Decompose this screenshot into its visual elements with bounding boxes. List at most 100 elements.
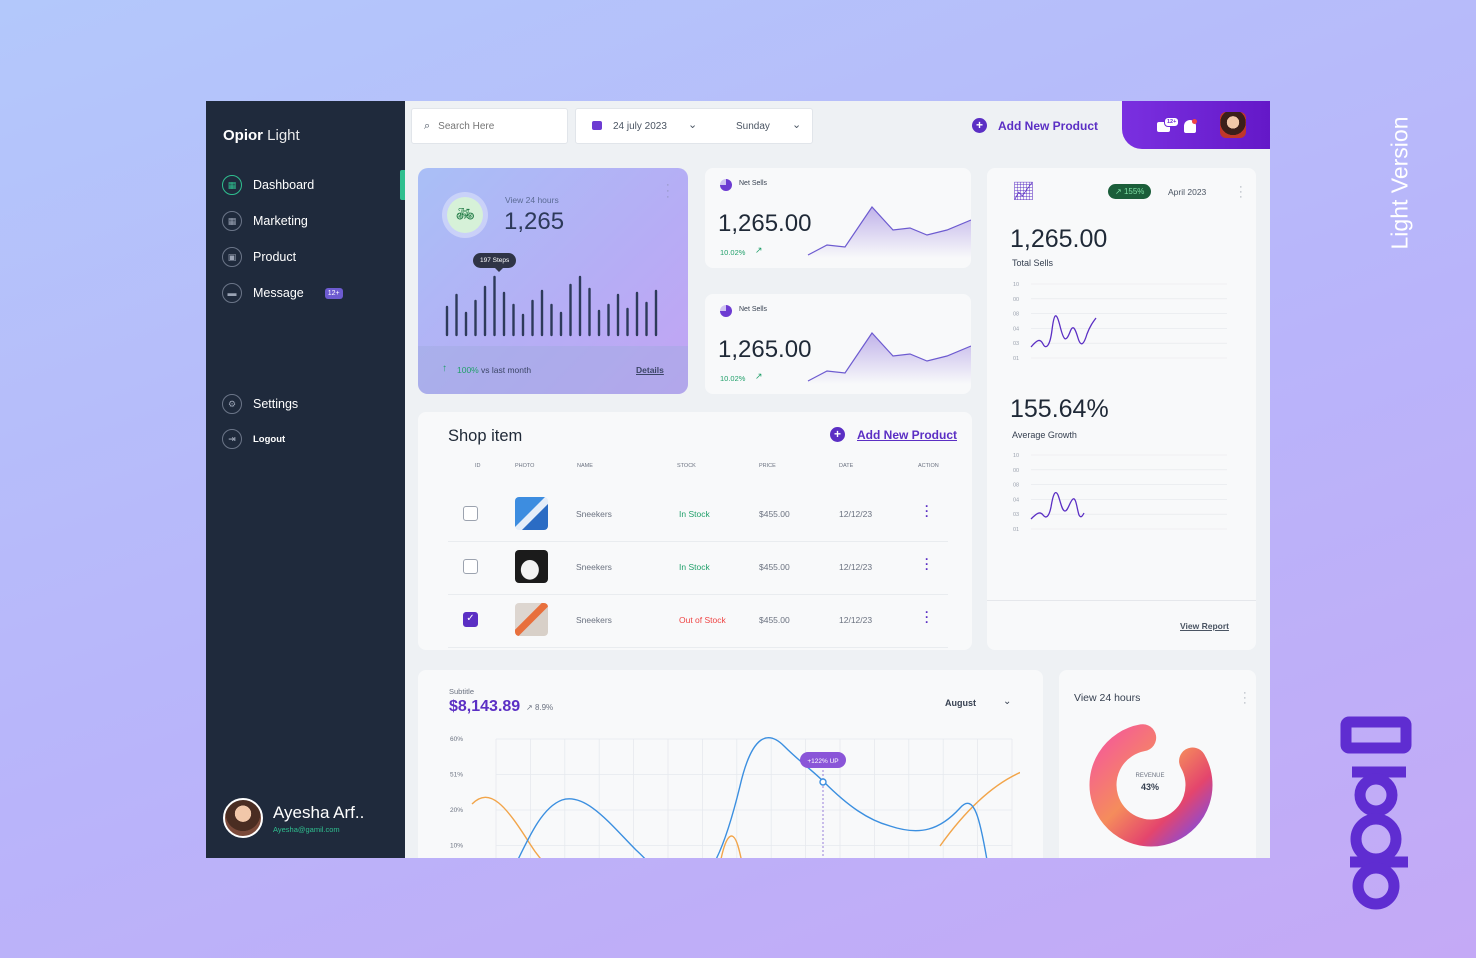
sidebar-item-label: Settings xyxy=(253,397,299,411)
product-price: $455.00 xyxy=(759,615,790,625)
shop-items-card: Shop item + Add New Product ID Photo Nam… xyxy=(418,412,972,650)
pie-icon xyxy=(720,179,732,191)
sidebar-item-logout[interactable]: ⇥ Logout xyxy=(222,429,285,449)
notification-area: 12+ xyxy=(1122,101,1270,149)
more-icon[interactable]: · · · xyxy=(1243,687,1247,709)
table-row: ✓ Sneekers Out of Stock $455.00 12/12/23… xyxy=(448,595,948,648)
user-profile[interactable]: Ayesha Arf.. Ayesha@gamil.com xyxy=(223,798,364,838)
calendar-icon xyxy=(592,121,602,130)
details-link[interactable]: Details xyxy=(636,365,664,375)
total-sells-label: Total Sells xyxy=(1012,258,1054,268)
sidebar-item-label: Marketing xyxy=(253,214,308,228)
donut-title: View 24 hours xyxy=(1074,692,1141,704)
search-input[interactable] xyxy=(438,120,549,132)
more-icon[interactable]: · · · xyxy=(666,179,670,203)
mail-badge: 12+ xyxy=(1164,117,1180,127)
axis-tick-label: 04 xyxy=(1013,326,1019,332)
growth-badge-value: 155% xyxy=(1123,187,1145,196)
donut-arc xyxy=(1089,724,1213,847)
search-box: ⌕ xyxy=(411,108,568,144)
arrow-up-icon: ↑ xyxy=(442,363,447,374)
total-sells-chart: 10 00 08 04 03 01 xyxy=(1013,282,1227,362)
steps-footer: ↑ 100% vs last month Details xyxy=(418,346,688,394)
product-name: Sneekers xyxy=(576,562,612,572)
product-date: 12/12/23 xyxy=(839,562,873,572)
axis-tick-label: 60% xyxy=(450,736,463,743)
axis-tick-label: 01 xyxy=(1013,356,1019,362)
chevron-down-icon[interactable]: ⌄ xyxy=(1003,696,1012,707)
trend-up-icon: ↗ xyxy=(755,371,763,381)
marketing-icon: ▦ xyxy=(222,211,242,231)
steps-comparison: vs last month xyxy=(481,365,532,375)
steps-value: 1,265 xyxy=(504,208,565,235)
sidebar: Opior Light ▦ Dashboard ▦ Marketing ▣ Pr… xyxy=(206,101,405,858)
row-actions-icon[interactable]: · · · xyxy=(925,605,929,629)
table-row: Sneekers In Stock $455.00 12/12/23 · · · xyxy=(448,489,948,542)
net-sells-card: Net Sells 1,265.00 10.02% ↗ xyxy=(705,168,971,268)
column-header-photo: Photo xyxy=(515,463,535,469)
net-sells-percent: 10.02% xyxy=(720,374,746,383)
row-actions-icon[interactable]: · · · xyxy=(925,499,929,523)
axis-tick-label: 03 xyxy=(1013,341,1019,347)
row-checkbox[interactable]: ✓ xyxy=(463,612,478,627)
date-picker: 24 july 2023 ⌄ Sunday ⌄ xyxy=(575,108,813,144)
chevron-down-icon[interactable]: ⌄ xyxy=(688,119,698,131)
sidebar-item-marketing[interactable]: ▦ Marketing xyxy=(222,211,308,231)
product-date: 12/12/23 xyxy=(839,615,873,625)
view-report-link[interactable]: View Report xyxy=(1180,621,1229,631)
column-header-id: ID xyxy=(475,463,481,469)
product-icon: ▣ xyxy=(222,247,242,267)
sidebar-item-settings[interactable]: ⚙ Settings xyxy=(222,394,298,414)
axis-tick-label: 20% xyxy=(450,807,463,814)
sidebar-item-product[interactable]: ▣ Product xyxy=(222,247,296,267)
plus-icon: + xyxy=(972,118,987,133)
average-growth-label: Average Growth xyxy=(1012,430,1077,440)
search-icon: ⌕ xyxy=(424,119,431,132)
profile-email: Ayesha@gamil.com xyxy=(273,824,340,834)
stock-status: Out of Stock xyxy=(679,615,726,625)
row-checkbox[interactable] xyxy=(463,506,478,521)
donut-label: REVENUE xyxy=(1135,773,1165,779)
revenue-donut-chart xyxy=(1089,724,1213,847)
add-new-product-label: Add New Product xyxy=(857,427,958,442)
top-avatar[interactable] xyxy=(1220,112,1246,138)
add-new-product-label: Add New Product xyxy=(998,118,1099,133)
avatar xyxy=(223,798,263,838)
date-select[interactable]: 24 july 2023 xyxy=(613,121,667,132)
steps-card: 🚲︎ View 24 hours 1,265 · · · 197 Steps ↑ 1… xyxy=(418,168,688,394)
row-checkbox[interactable] xyxy=(463,559,478,574)
mail-icon[interactable] xyxy=(1157,122,1170,132)
growth-badge: ↗ 155% xyxy=(1108,184,1152,199)
axis-tick-label: 51% xyxy=(450,772,463,779)
gear-icon: ⚙ xyxy=(222,394,242,414)
steps-label: View 24 hours xyxy=(505,195,559,205)
sidebar-item-label: Dashboard xyxy=(253,178,315,192)
add-new-product-button[interactable]: + Add New Product xyxy=(830,427,957,442)
profile-name: Ayesha Arf.. xyxy=(273,802,365,822)
net-sells-value: 1,265.00 xyxy=(718,210,812,237)
sidebar-item-label: Message xyxy=(253,286,304,300)
day-select[interactable]: Sunday xyxy=(736,121,770,132)
row-actions-icon[interactable]: · · · xyxy=(925,552,929,576)
line-chart-icon: 📈︎ xyxy=(1012,181,1035,201)
sidebar-item-dashboard[interactable]: ▦ Dashboard xyxy=(222,175,314,195)
month-select[interactable]: August xyxy=(945,698,976,708)
revenue-line-chart: 60% 51% 20% 10% +122% UP xyxy=(450,736,1020,858)
total-sells-value: 1,265.00 xyxy=(1010,225,1108,253)
add-new-product-button[interactable]: + Add New Product xyxy=(972,118,1098,133)
net-sells-percent: 10.02% xyxy=(720,248,746,257)
logo-light: Light xyxy=(263,127,300,144)
chevron-down-icon[interactable]: ⌄ xyxy=(792,119,802,131)
app-logo[interactable]: Opior Light xyxy=(223,127,300,144)
revenue-change-value: 8.9% xyxy=(534,703,554,712)
column-header-stock: Stock xyxy=(677,463,696,469)
revenue-subtitle: Subtitle xyxy=(449,687,475,696)
grid-icon: ▦ xyxy=(222,175,242,195)
sidebar-item-message[interactable]: ▬ Message 12+ xyxy=(222,283,343,303)
revenue-change: ↗ 8.9% xyxy=(526,703,554,712)
product-price: $455.00 xyxy=(759,562,790,572)
more-icon[interactable]: · · · xyxy=(1239,181,1243,203)
logo-bold: Opior xyxy=(223,127,263,144)
axis-tick-label: 10 xyxy=(1013,453,1019,459)
average-growth-value: 155.64% xyxy=(1010,395,1109,423)
